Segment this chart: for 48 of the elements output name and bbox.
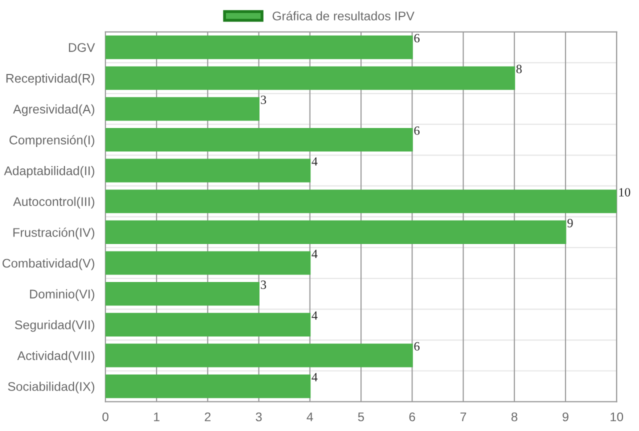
x-tick-label: 2: [204, 412, 211, 422]
bar: [105, 251, 311, 275]
data-label: 4: [312, 311, 318, 320]
data-label: 9: [567, 218, 573, 228]
bar: [105, 374, 311, 398]
bar: [105, 282, 260, 306]
y-tick-label: Dominio(VI): [30, 289, 94, 301]
bar: [105, 128, 413, 152]
y-tick-label: Frustración(IV): [13, 228, 94, 240]
x-tick-label: 5: [358, 412, 364, 422]
x-tick-label: 10: [610, 412, 624, 422]
bar: [105, 312, 311, 336]
bar: [105, 158, 311, 182]
bar: [105, 66, 516, 90]
legend-label: Gráfica de resultados IPV: [272, 11, 414, 20]
x-tick-label: 0: [102, 412, 108, 422]
x-tick-label: 1: [154, 412, 160, 422]
y-tick-label: Combatividad(V): [2, 258, 94, 270]
y-tick-label: Autocontrol(III): [13, 196, 94, 208]
y-tick-label: Comprensión(I): [10, 135, 94, 147]
data-label: 3: [260, 96, 266, 104]
data-label: 6: [414, 34, 420, 42]
y-tick-label: DGV: [68, 43, 95, 52]
bar: [105, 344, 413, 368]
data-label: 6: [414, 342, 420, 351]
data-label: 4: [312, 157, 318, 166]
bar: [105, 97, 260, 121]
y-tick-label: Seguridad(VII): [14, 320, 94, 332]
data-label: 4: [312, 250, 318, 258]
y-tick-label: Actividad(VIII): [17, 350, 94, 363]
bar: [105, 190, 617, 214]
data-label: 6: [414, 126, 420, 135]
x-tick-label: 8: [511, 412, 518, 422]
data-label: 8: [516, 64, 522, 74]
x-tick-label: 9: [562, 412, 568, 422]
data-label: 3: [260, 280, 266, 289]
bar: [105, 36, 413, 60]
data-label: 10: [619, 188, 630, 196]
x-tick-label: 6: [409, 412, 416, 422]
y-tick-label: Agresividad(A): [13, 104, 94, 116]
y-tick-label: Adaptabilidad(II): [4, 166, 94, 178]
y-tick-label: Sociabilidad(IX): [8, 382, 94, 394]
x-tick-label: 7: [460, 412, 466, 422]
data-label: 4: [312, 373, 318, 382]
x-tick-label: 4: [306, 412, 314, 422]
y-tick-label: Receptividad(R): [6, 74, 94, 86]
x-tick-label: 3: [256, 412, 262, 422]
bar: [105, 220, 566, 244]
